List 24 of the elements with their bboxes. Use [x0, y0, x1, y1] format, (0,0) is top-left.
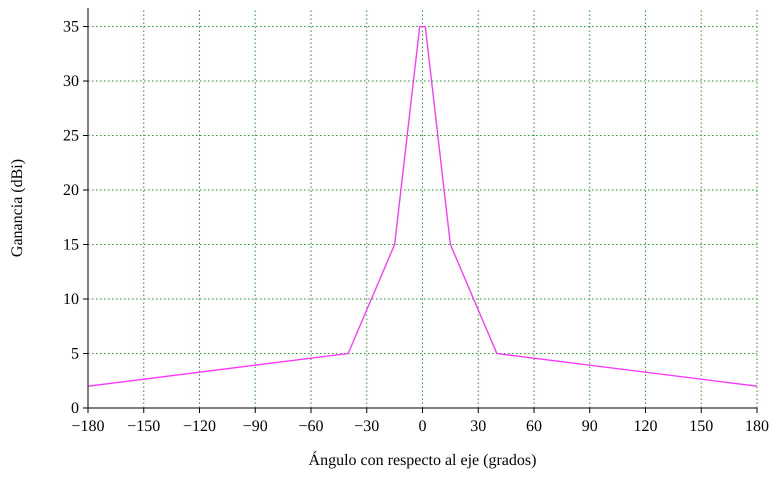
line-series — [87, 26, 758, 387]
y-tick-label: 25 — [63, 128, 79, 145]
y-tick-label: 0 — [71, 400, 79, 417]
y-tick-label: 5 — [71, 346, 79, 363]
x-tick-label: 180 — [745, 418, 769, 435]
x-tick-label: 30 — [470, 418, 486, 435]
y-tick-label: 30 — [63, 73, 79, 90]
y-tick-label: 10 — [63, 291, 79, 308]
x-tick-label: 60 — [526, 418, 542, 435]
y-tick-label: 35 — [63, 18, 79, 36]
x-tick-label: −150 — [127, 418, 160, 435]
x-tick-label: −60 — [298, 418, 324, 435]
x-tick-label: −120 — [182, 418, 216, 435]
x-tick-label: 150 — [689, 418, 714, 435]
x-tick-label: −180 — [71, 418, 105, 435]
y-axis-title: Ganancia (dBi) — [9, 158, 26, 258]
y-tick-label: 20 — [63, 182, 79, 200]
x-tick-label: 120 — [634, 418, 658, 435]
x-tick-label: −90 — [242, 418, 268, 435]
y-tick-label: 15 — [63, 236, 79, 254]
x-axis-title: Ángulo con respecto al eje (grados) — [308, 451, 536, 469]
x-tick-label: 0 — [418, 418, 426, 435]
x-tick-label: 90 — [582, 418, 598, 435]
x-tick-label: −30 — [354, 418, 380, 435]
